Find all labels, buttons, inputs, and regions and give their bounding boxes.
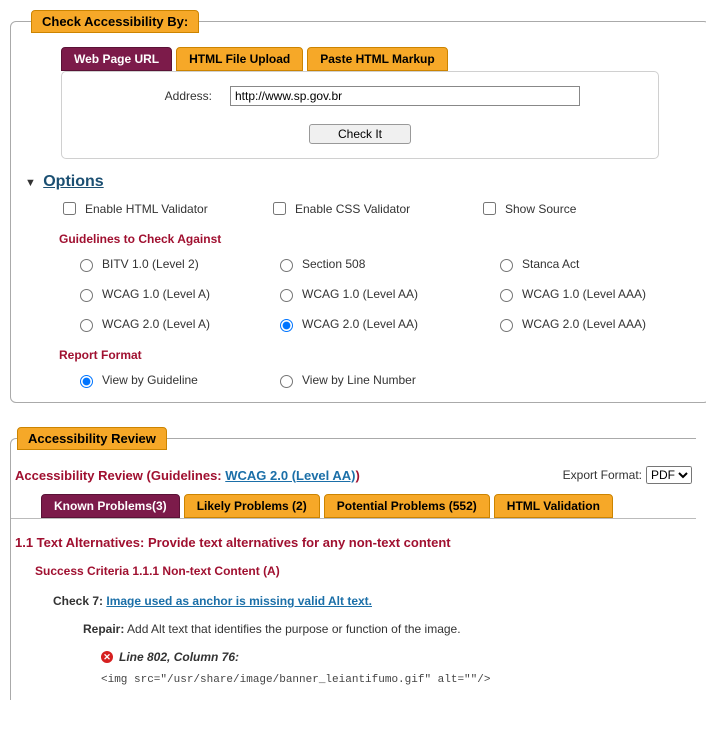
- review-tabs: Known Problems(3) Likely Problems (2) Po…: [41, 494, 696, 518]
- check-accessibility-legend: Check Accessibility By:: [31, 10, 199, 33]
- guideline-wcag2-aa[interactable]: WCAG 2.0 (Level AA): [275, 316, 495, 332]
- triangle-down-icon: ▼: [25, 177, 36, 189]
- options-toggle[interactable]: Options: [43, 173, 103, 190]
- tab-paste-html-markup[interactable]: Paste HTML Markup: [307, 47, 447, 71]
- guideline-wcag1-aaa[interactable]: WCAG 1.0 (Level AAA): [495, 286, 695, 302]
- input-mode-tabs: Web Page URL HTML File Upload Paste HTML…: [61, 47, 695, 71]
- check-it-button[interactable]: Check It: [309, 124, 411, 144]
- export-format-label: Export Format:: [563, 468, 642, 482]
- review-top-line: Accessibility Review (Guidelines: WCAG 2…: [15, 466, 692, 484]
- location-text: Line 802, Column 76:: [119, 650, 239, 664]
- review-title: Accessibility Review (Guidelines: WCAG 2…: [15, 468, 360, 483]
- format-by-line[interactable]: View by Line Number: [275, 372, 495, 388]
- tab-web-page-url[interactable]: Web Page URL: [61, 47, 172, 71]
- check-link[interactable]: Image used as anchor is missing valid Al…: [106, 594, 372, 608]
- guideline-section508[interactable]: Section 508: [275, 256, 495, 272]
- accessibility-review-fieldset: Accessibility Review Accessibility Revie…: [10, 427, 696, 700]
- repair-line: Repair: Add Alt text that identifies the…: [83, 622, 696, 636]
- guidelines-heading: Guidelines to Check Against: [59, 232, 695, 246]
- report-format-heading: Report Format: [59, 348, 695, 362]
- guideline-bitv[interactable]: BITV 1.0 (Level 2): [75, 256, 275, 272]
- format-by-guideline[interactable]: View by Guideline: [75, 372, 275, 388]
- tab-known-problems[interactable]: Known Problems(3): [41, 494, 180, 518]
- report-format-row: View by Guideline View by Line Number: [75, 372, 695, 388]
- enable-css-validator-checkbox[interactable]: Enable CSS Validator: [269, 199, 449, 218]
- accessibility-review-legend: Accessibility Review: [17, 427, 167, 450]
- tab-likely-problems[interactable]: Likely Problems (2): [184, 494, 320, 518]
- address-input[interactable]: [230, 86, 580, 106]
- location-row: ✕ Line 802, Column 76:: [101, 650, 696, 664]
- export-format-select[interactable]: PDF: [646, 466, 692, 484]
- criteria-heading: Success Criteria 1.1.1 Non-text Content …: [35, 564, 696, 578]
- tab-potential-problems[interactable]: Potential Problems (552): [324, 494, 490, 518]
- validator-checks-row: Enable HTML Validator Enable CSS Validat…: [59, 199, 695, 218]
- tabs-divider: [11, 518, 696, 519]
- code-snippet: <img src="/usr/share/image/banner_leiant…: [101, 674, 696, 686]
- enable-html-validator-checkbox[interactable]: Enable HTML Validator: [59, 199, 239, 218]
- guidelines-radio-grid: BITV 1.0 (Level 2) Section 508 Stanca Ac…: [75, 256, 695, 332]
- check-accessibility-fieldset: Check Accessibility By: Web Page URL HTM…: [10, 10, 706, 403]
- export-format-box: Export Format: PDF: [563, 466, 692, 484]
- check-heading: Check 7: Image used as anchor is missing…: [53, 594, 696, 608]
- error-icon: ✕: [101, 651, 113, 663]
- review-guideline-link[interactable]: WCAG 2.0 (Level AA): [225, 468, 355, 483]
- tab-html-file-upload[interactable]: HTML File Upload: [176, 47, 303, 71]
- guideline-wcag2-aaa[interactable]: WCAG 2.0 (Level AAA): [495, 316, 695, 332]
- show-source-checkbox[interactable]: Show Source: [479, 199, 659, 218]
- tab-html-validation[interactable]: HTML Validation: [494, 494, 613, 518]
- guideline-wcag1-a[interactable]: WCAG 1.0 (Level A): [75, 286, 275, 302]
- guideline-wcag1-aa[interactable]: WCAG 1.0 (Level AA): [275, 286, 495, 302]
- guideline-stanca[interactable]: Stanca Act: [495, 256, 695, 272]
- options-toggle-row[interactable]: ▼ Options: [25, 173, 695, 191]
- guideline-wcag2-a[interactable]: WCAG 2.0 (Level A): [75, 316, 275, 332]
- address-label: Address:: [82, 89, 212, 103]
- section-heading: 1.1 Text Alternatives: Provide text alte…: [15, 535, 696, 550]
- address-panel: Address: Check It: [61, 71, 659, 159]
